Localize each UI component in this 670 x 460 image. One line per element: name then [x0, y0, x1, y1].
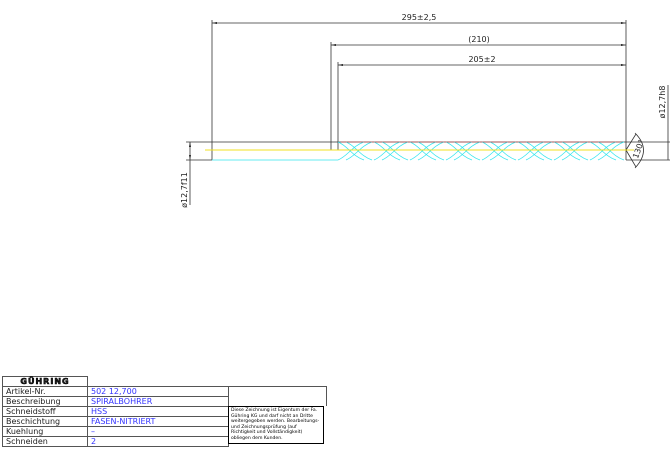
flute-curve — [345, 141, 373, 161]
dim-cutting-diameter: ø12,7h8 — [658, 86, 667, 119]
flute-curve — [337, 141, 365, 161]
flute-curve — [525, 141, 553, 161]
flute-curve — [489, 141, 517, 161]
flute-curve — [373, 141, 401, 161]
dim-flute-length: 205±2 — [468, 55, 495, 64]
company-logo: GÜHRING — [2, 376, 88, 387]
table-row: Schneidstoff HSS — [2, 406, 229, 417]
flute-curve — [409, 141, 437, 161]
title-block: GÜHRING Artikel-Nr. 502 12,700 Beschreibu… — [2, 376, 229, 447]
title-block-blank — [228, 386, 327, 406]
flute-curve — [589, 141, 617, 161]
dim-reference-length: (210) — [468, 35, 490, 44]
ownership-note: Diese Zeichnung ist Eigentum der Fa. Güh… — [228, 406, 324, 444]
flute-curve — [381, 141, 409, 161]
table-row: Kuehlung – — [2, 426, 229, 437]
table-row: Schneiden 2 — [2, 436, 229, 447]
flute-curve — [561, 141, 589, 161]
dim-shank-diameter: ø12,7f11 — [180, 172, 189, 208]
flute-curve — [597, 141, 625, 161]
point-angle-arc — [634, 132, 644, 169]
flute-curve — [553, 141, 581, 161]
flute-curve — [481, 141, 509, 161]
flute-helix — [337, 141, 625, 161]
table-row: Beschreibung SPIRALBOHRER — [2, 396, 229, 407]
dim-total-length: 295±2,5 — [402, 13, 437, 22]
table-row: Artikel-Nr. 502 12,700 — [2, 386, 229, 397]
flute-curve — [453, 141, 481, 161]
flute-curve — [417, 141, 445, 161]
flute-curve — [517, 141, 545, 161]
table-row: Beschichtung FASEN-NITRIERT — [2, 416, 229, 427]
flute-curve — [445, 141, 473, 161]
